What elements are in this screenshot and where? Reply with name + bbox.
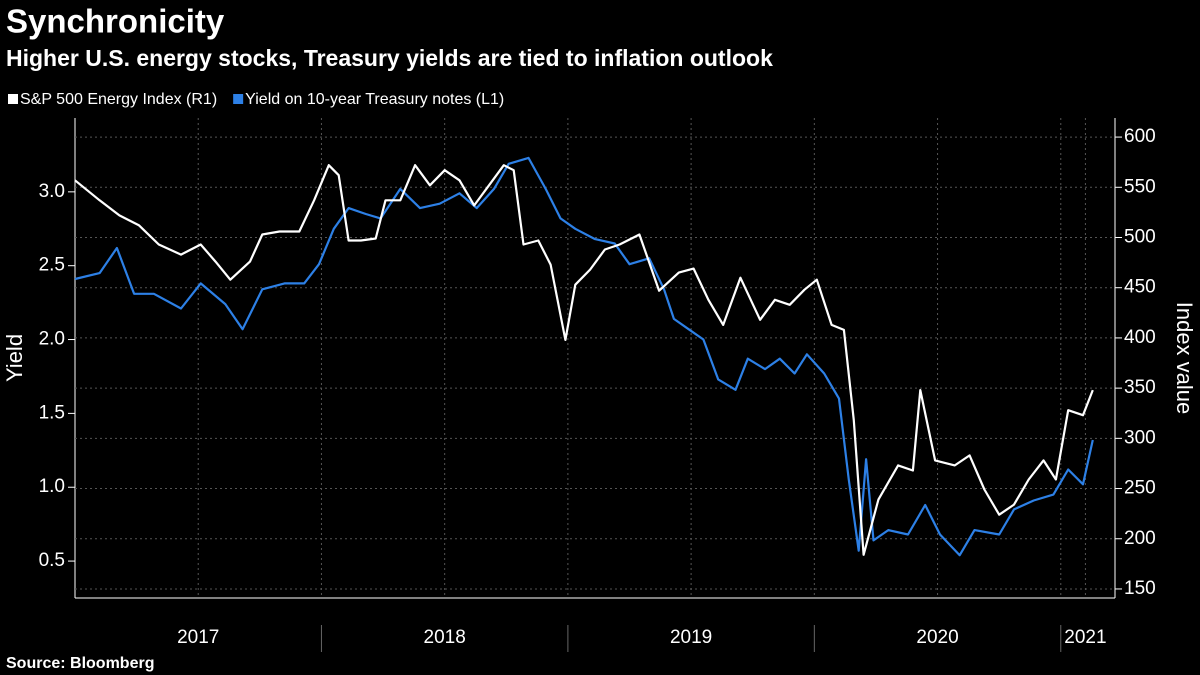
y2-tick-label: 200	[1124, 528, 1156, 549]
y2-tick-label: 250	[1124, 478, 1156, 499]
chart-title: Synchronicity	[6, 3, 225, 40]
source: Source: Bloomberg	[6, 655, 154, 672]
y2-axis-label: Index value	[1172, 302, 1197, 415]
y-tick-label: 1.5	[39, 402, 65, 423]
y-tick-label: 0.5	[39, 550, 65, 571]
chart-subtitle: Higher U.S. energy stocks, Treasury yiel…	[6, 45, 773, 71]
y2-tick-label: 550	[1124, 176, 1156, 197]
legend-swatch	[8, 94, 18, 104]
y-tick-label: 1.0	[39, 476, 65, 497]
y2-tick-label: 150	[1124, 578, 1156, 599]
series-line	[74, 164, 1094, 556]
y-tick-label: 2.5	[39, 255, 65, 276]
y2-tick-label: 400	[1124, 327, 1156, 348]
legend-label: S&P 500 Energy Index (R1)	[20, 91, 217, 108]
y-axis-label: Yield	[2, 334, 27, 382]
y-tick-label: 2.0	[39, 329, 65, 350]
y2-tick-label: 300	[1124, 427, 1156, 448]
x-tick-label: 2018	[424, 627, 466, 648]
legend-swatch	[233, 94, 244, 104]
x-tick-label: 2020	[916, 627, 958, 648]
y2-tick-label: 350	[1124, 377, 1156, 398]
legend-label: Yield on 10-year Treasury notes (L1)	[245, 91, 504, 108]
x-tick-label: 2021	[1064, 627, 1106, 648]
y2-tick-label: 600	[1124, 126, 1156, 147]
y2-tick-label: 450	[1124, 277, 1156, 298]
x-tick-label: 2017	[177, 627, 219, 648]
y-tick-label: 3.0	[39, 181, 65, 202]
y2-tick-label: 500	[1124, 227, 1156, 248]
series-line	[74, 156, 1094, 557]
x-tick-label: 2019	[670, 627, 712, 648]
